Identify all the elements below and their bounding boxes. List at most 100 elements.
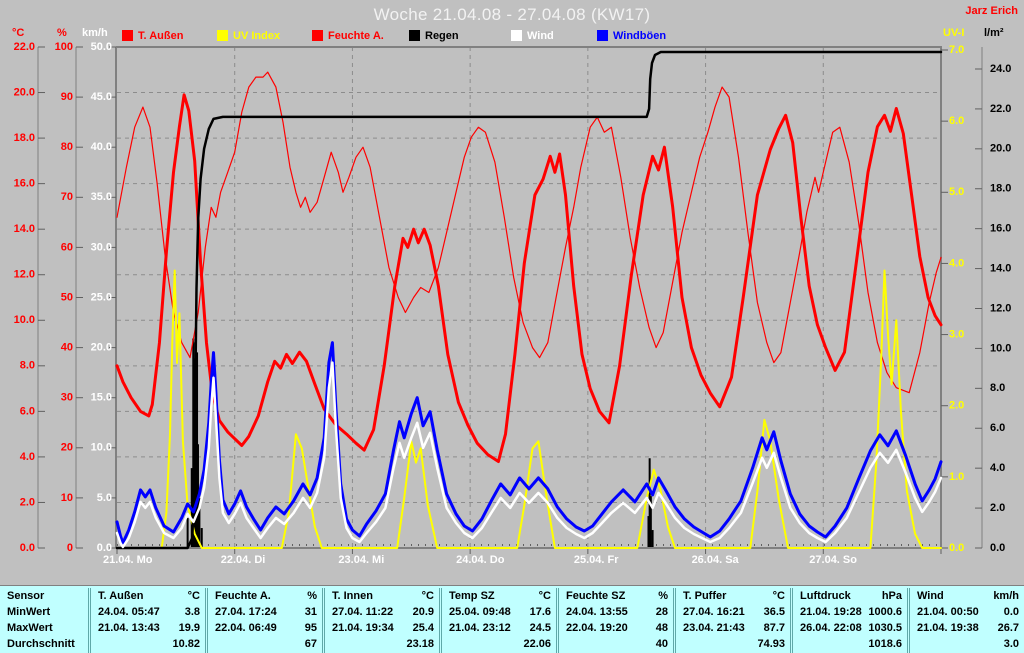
sensor-unit: °C: [421, 590, 434, 602]
max-datetime: 26.04. 22:08: [800, 622, 862, 634]
legend-swatch-icon: [312, 30, 323, 41]
sensor-unit: °C: [538, 590, 551, 602]
sensor-unit: km/h: [993, 590, 1019, 602]
axis-tick-label-rain: 6.0: [990, 422, 1005, 434]
avg-value: 67: [304, 638, 317, 650]
avg-value: 1018.6: [868, 638, 902, 650]
axis-tick-label-rain: 0.0: [990, 542, 1005, 554]
legend-label: Wind: [527, 29, 554, 42]
sensor-unit: %: [307, 590, 317, 602]
axis-tick-label-percent: 0: [67, 542, 73, 554]
axis-tick-label-uv: 3.0: [949, 328, 964, 340]
sensor-name: T. Außen: [98, 590, 144, 602]
axis-tick-label-celsius: 10.0: [14, 314, 35, 326]
sensor-header: T. Puffer °C: [676, 588, 790, 604]
axis-tick-label-uv: 5.0: [949, 186, 964, 198]
axis-tick-label-celsius: 18.0: [14, 132, 35, 144]
legend-item-windb-en: Windböen: [597, 29, 666, 42]
legend-swatch-icon: [122, 30, 133, 41]
row-label: MinWert: [7, 606, 51, 618]
legend-item-regen: Regen: [409, 29, 459, 42]
avg-value: 22.06: [523, 638, 551, 650]
sensor-unit: hPa: [881, 590, 902, 602]
sensor-min-row: 27.04. 17:24 31: [208, 604, 322, 620]
row-label: MaxWert: [7, 622, 53, 634]
table-row-label: Sensor: [0, 588, 88, 604]
axis-tick-label-percent: 70: [61, 191, 73, 203]
legend-label: UV Index: [233, 29, 281, 42]
sensor-column-t-puffer: T. Puffer °C 27.04. 16:21 36.5 23.04. 21:43 8…: [673, 588, 790, 653]
sensor-min-row: 25.04. 09:48 17.6: [442, 604, 556, 620]
max-value: 25.4: [412, 622, 434, 634]
row-label: Sensor: [7, 590, 45, 602]
axis-tick-label-celsius: 6.0: [20, 405, 35, 417]
sensor-avg-row: 23.18: [325, 636, 439, 652]
axis-tick-label-percent: 30: [61, 392, 73, 404]
sensor-header: Feuchte A.%: [208, 588, 322, 604]
max-value: 87.7: [763, 622, 785, 634]
sensor-name: Temp SZ: [449, 590, 495, 602]
axis-tick-label-percent: 40: [61, 342, 73, 354]
legend-label: Feuchte A.: [328, 29, 384, 42]
series-wind: [115, 361, 943, 549]
axis-tick-label-celsius: 14.0: [14, 223, 35, 235]
axis-tick-label-percent: 80: [61, 141, 73, 153]
sensor-max-row: 21.04. 23:12 24.5: [442, 620, 556, 636]
avg-value: 10.82: [172, 638, 200, 650]
axis-tick-label-rain: 2.0: [990, 502, 1005, 514]
x-axis-label: 26.04. Sa: [692, 554, 740, 566]
axis-tick-label-wind: 40.0: [91, 141, 112, 153]
x-axis-label: 24.04. Do: [456, 554, 505, 566]
axis-tick-label-celsius: 0.0: [20, 542, 35, 554]
axis-tick-label-celsius: 4.0: [20, 451, 35, 463]
stats-table: Sensor MinWert MaxWert Durchschnitt T. Außen…: [0, 585, 1024, 653]
axis-tick-label-percent: 50: [61, 291, 73, 303]
axis-tick-label-rain: 22.0: [990, 103, 1011, 115]
min-value: 3.8: [184, 606, 200, 618]
axis-unit-kmh: km/h: [82, 27, 108, 39]
sensor-header: Luftdruck hPa: [793, 588, 907, 604]
axis-tick-label-wind: 5.0: [97, 492, 112, 504]
axis-tick-label-celsius: 2.0: [20, 496, 35, 508]
sensor-max-row: 22.04. 06:49 95: [208, 620, 322, 636]
table-row-label: MaxWert: [0, 620, 88, 636]
min-datetime: 27.04. 16:21: [683, 606, 745, 618]
sensor-header: Feuchte SZ%: [559, 588, 673, 604]
sensor-min-row: 24.04. 05:47 3.8: [91, 604, 205, 620]
series-windb-en: [115, 341, 943, 545]
avg-value: 3.0: [1003, 638, 1019, 650]
sensor-name: Feuchte A.: [215, 590, 271, 602]
min-value: 20.9: [412, 606, 434, 618]
sensor-header: Wind km/h: [910, 588, 1024, 604]
axis-unit-celsius: °C: [12, 27, 25, 39]
legend-swatch-icon: [511, 30, 522, 41]
max-value: 19.9: [178, 622, 200, 634]
axis-tick-label-celsius: 16.0: [14, 178, 35, 190]
avg-value: 23.18: [406, 638, 434, 650]
axis-tick-label-wind: 0.0: [97, 542, 112, 554]
sensor-min-row: 27.04. 16:21 36.5: [676, 604, 790, 620]
max-datetime: 21.04. 23:12: [449, 622, 511, 634]
axis-unit-percent: %: [57, 27, 67, 39]
axis-tick-label-percent: 60: [61, 241, 73, 253]
axis-tick-label-wind: 10.0: [91, 442, 112, 454]
axis-tick-label-uv: 6.0: [949, 115, 964, 127]
max-value: 24.5: [529, 622, 551, 634]
min-value: 28: [655, 606, 668, 618]
axis-tick-label-uv: 7.0: [949, 44, 964, 56]
table-row-label: Durchschnitt: [0, 636, 88, 652]
min-datetime: 21.04. 19:28: [800, 606, 862, 618]
legend-item-feuchte-a: Feuchte A.: [312, 29, 384, 42]
sensor-avg-row: 1018.6: [793, 636, 907, 652]
author-label: Jarz Erich: [965, 5, 1018, 17]
axis-unit-rain: l/m²: [984, 27, 1004, 39]
axis-tick-label-rain: 4.0: [990, 462, 1005, 474]
sensor-column-wind: Wind km/h 21.04. 00:50 0.0 21.04. 19:38 26.7 3…: [907, 588, 1024, 653]
min-datetime: 27.04. 11:22: [332, 606, 394, 618]
sensor-column-feuchte-a: Feuchte A.% 27.04. 17:24 31 22.04. 06:49 95 6…: [205, 588, 322, 653]
axis-tick-label-rain: 16.0: [990, 223, 1011, 235]
axis-tick-label-rain: 18.0: [990, 183, 1011, 195]
weather-week-chart: 0.0 2.0 4.0 6.0 8.0 10.0 12.0 14.0 16.0 18.0 20.0 2…: [14, 41, 1012, 566]
sensor-header: T. Außen °C: [91, 588, 205, 604]
axis-tick-label-celsius: 20.0: [14, 86, 35, 98]
